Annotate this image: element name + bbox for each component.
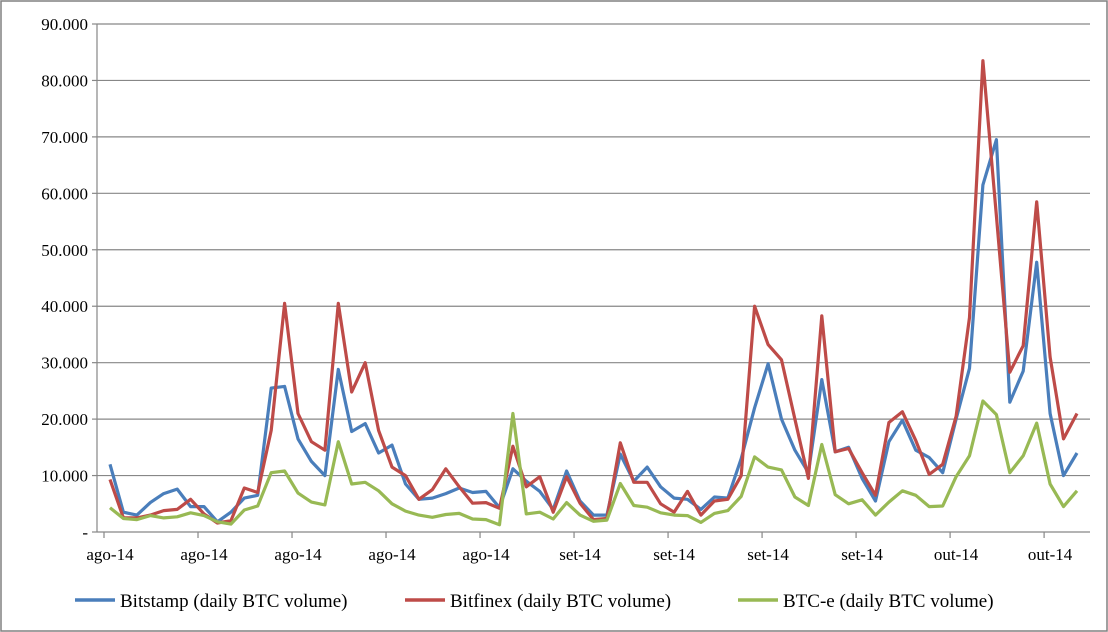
y-tick-label: 70.000 — [41, 128, 88, 147]
series-line-0 — [108, 138, 1079, 524]
x-tick-label: out-14 — [934, 545, 979, 564]
x-tick-label: set-14 — [747, 545, 789, 564]
y-tick-label: 50.000 — [41, 241, 88, 260]
x-tick-label: ago-14 — [368, 545, 416, 564]
x-tick-label: ago-14 — [180, 545, 228, 564]
legend-label: BTC-e (daily BTC volume) — [783, 591, 994, 612]
x-tick-label: set-14 — [841, 545, 883, 564]
y-tick-label: 40.000 — [41, 297, 88, 316]
legend: Bitstamp (daily BTC volume) Bitfinex (dai… — [75, 591, 994, 612]
series-lines — [108, 59, 1079, 527]
x-tick-label: set-14 — [653, 545, 695, 564]
y-tick-label: 30.000 — [41, 354, 88, 373]
y-tick-label: 80.000 — [41, 71, 88, 90]
x-tick-label: ago-14 — [274, 545, 322, 564]
y-tick-label: 90.000 — [41, 15, 88, 34]
x-tick-label: ago-14 — [86, 545, 134, 564]
y-tick-label: 10.000 — [41, 467, 88, 486]
legend-item: Bitstamp (daily BTC volume) — [75, 591, 347, 612]
series-line-2 — [108, 399, 1079, 527]
legend-label: Bitstamp (daily BTC volume) — [120, 591, 347, 612]
gridlines — [97, 23, 1090, 477]
y-tick-label: 60.000 — [41, 184, 88, 203]
y-axis: - 10.000 20.000 30.000 40.000 50.000 60.000 70.… — [41, 15, 98, 542]
x-tick-label: set-14 — [559, 545, 601, 564]
legend-label: Bitfinex (daily BTC volume) — [450, 591, 671, 612]
legend-item: Bitfinex (daily BTC volume) — [405, 591, 671, 612]
legend-item: BTC-e (daily BTC volume) — [738, 591, 994, 612]
x-axis: ago-14 ago-14 ago-14 ago-14 ago-14 set-14 set-… — [86, 531, 1090, 564]
x-tick-label: ago-14 — [462, 545, 510, 564]
y-tick-label: - — [82, 523, 88, 542]
y-tick-label: 20.000 — [41, 410, 88, 429]
x-tick-label: out-14 — [1028, 545, 1073, 564]
